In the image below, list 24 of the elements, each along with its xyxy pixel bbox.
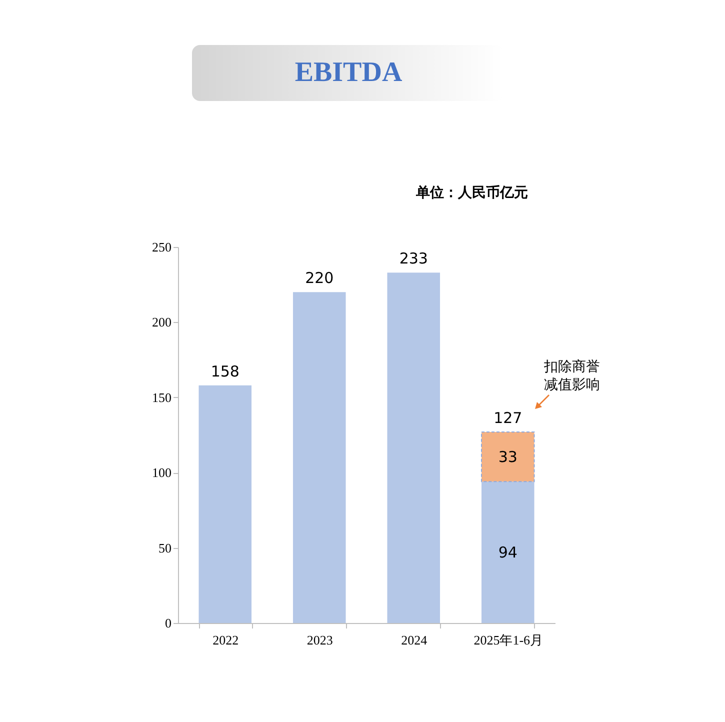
bar	[387, 272, 440, 623]
bar	[198, 385, 252, 623]
data-label: 33	[498, 448, 518, 466]
data-label: 94	[498, 543, 518, 562]
y-tick-label: 0	[165, 616, 172, 630]
y-tick-label: 150	[152, 390, 172, 405]
y-tick-label: 50	[158, 540, 172, 556]
bar	[481, 482, 534, 623]
chart-title: EBITDA	[192, 45, 505, 101]
annotation: 扣除商誉减值影响	[544, 358, 601, 394]
bar	[480, 431, 535, 482]
x-tick-label: 2025年1-6月	[474, 632, 544, 648]
total-label: 158	[210, 362, 240, 380]
text: 单位：人民币亿元	[415, 184, 528, 202]
y-tick-label: 250	[152, 240, 172, 254]
total-label: 220	[305, 269, 334, 288]
bar	[292, 292, 346, 623]
total-label: 233	[399, 250, 428, 268]
x-tick-label: 2024	[401, 632, 428, 648]
x-tick-label: 2022	[212, 632, 239, 648]
total-label: 127	[494, 408, 522, 427]
y-tick-label: 100	[152, 465, 172, 480]
y-tick-label: 200	[152, 314, 172, 330]
x-tick-label: 2023	[306, 632, 333, 648]
